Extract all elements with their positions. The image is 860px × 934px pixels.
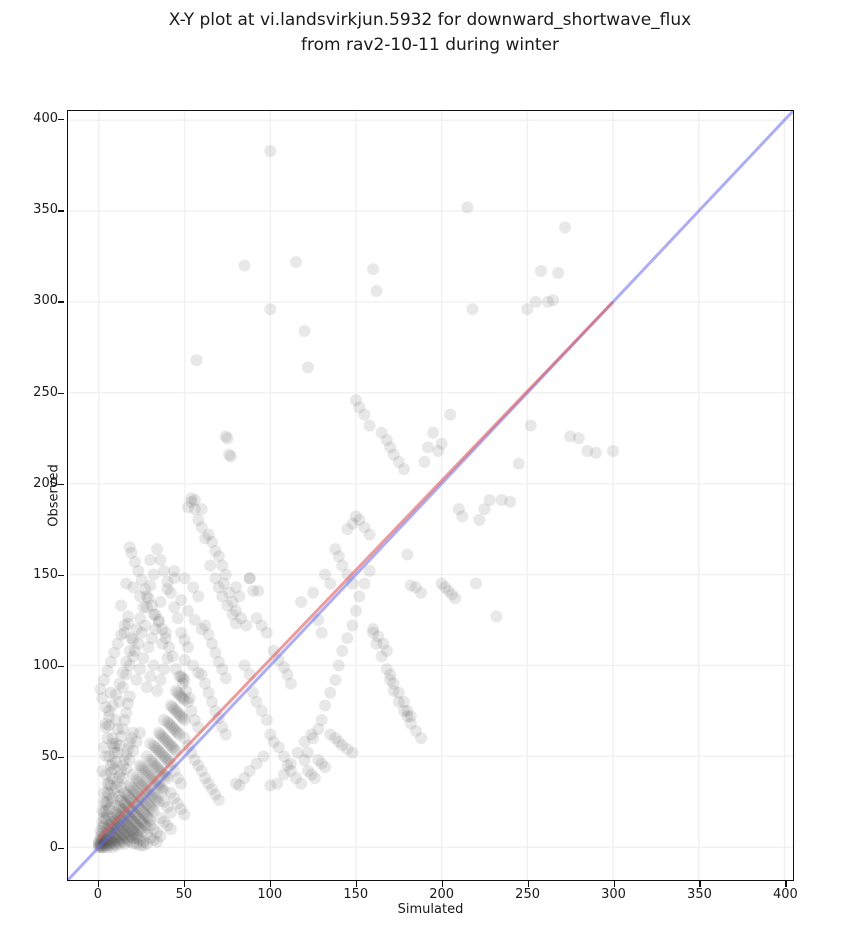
y-tick-label: 0 bbox=[49, 840, 58, 856]
x-tick-label: 250 bbox=[515, 887, 540, 902]
y-tick-label: 100 bbox=[33, 657, 58, 673]
x-tick-label: 200 bbox=[429, 887, 455, 902]
x-tick-mark bbox=[613, 881, 615, 887]
x-tick-label: 50 bbox=[175, 887, 193, 902]
y-tick-label: 200 bbox=[33, 475, 58, 491]
x-axis-ticks: 0 50 100 150 200 250 300 350 400 bbox=[67, 881, 798, 907]
x-tick-mark bbox=[699, 881, 701, 887]
y-tick-mark bbox=[58, 848, 64, 850]
y-tick-mark bbox=[58, 574, 64, 577]
x-tick-label: 0 bbox=[93, 887, 103, 902]
x-tick-mark bbox=[785, 881, 787, 887]
plot-area bbox=[67, 110, 794, 881]
x-tick-mark bbox=[269, 881, 272, 887]
y-axis-ticks: 0 50 100 150 200 250 300 350 400 bbox=[0, 110, 64, 881]
scatter-points bbox=[92, 145, 620, 854]
y-tick-mark bbox=[58, 301, 64, 303]
x-tick-mark bbox=[355, 881, 358, 887]
x-tick-label: 100 bbox=[257, 887, 283, 902]
y-tick-mark bbox=[58, 483, 64, 485]
y-tick-mark bbox=[58, 392, 64, 394]
x-axis-label: Simulated bbox=[397, 902, 464, 917]
y-tick-mark bbox=[58, 119, 64, 121]
x-tick-mark bbox=[97, 881, 100, 887]
x-tick-label: 350 bbox=[687, 887, 712, 902]
x-tick-mark bbox=[183, 881, 186, 887]
chart-title: X-Y plot at vi.landsvirkjun.5932 for dow… bbox=[168, 10, 692, 55]
gridlines bbox=[68, 111, 793, 880]
y-tick-mark bbox=[58, 210, 64, 212]
y-tick-mark bbox=[58, 757, 64, 759]
y-tick-label: 50 bbox=[41, 749, 58, 765]
x-tick-label: 300 bbox=[601, 887, 626, 902]
x-tick-mark bbox=[441, 881, 443, 887]
y-tick-label: 400 bbox=[33, 111, 58, 127]
x-tick-label: 150 bbox=[343, 887, 369, 902]
y-tick-label: 350 bbox=[33, 202, 58, 218]
x-tick-mark bbox=[527, 881, 529, 887]
y-tick-label: 150 bbox=[33, 566, 58, 582]
y-tick-label: 250 bbox=[33, 384, 58, 400]
y-tick-mark bbox=[58, 665, 64, 668]
trend-lines bbox=[68, 111, 793, 880]
x-tick-label: 400 bbox=[772, 887, 798, 902]
y-tick-label: 300 bbox=[33, 293, 58, 309]
